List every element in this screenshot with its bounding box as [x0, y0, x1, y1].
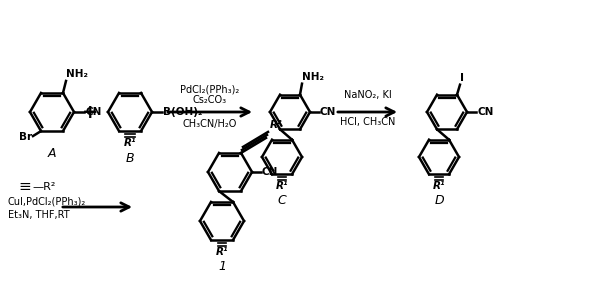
Text: +: +	[82, 102, 98, 121]
Text: Et₃N, THF,RT: Et₃N, THF,RT	[8, 210, 70, 220]
Text: R¹: R¹	[433, 181, 445, 191]
Text: I: I	[460, 73, 464, 83]
Text: 1: 1	[218, 260, 226, 273]
Text: CN: CN	[320, 107, 337, 117]
Text: NH₂: NH₂	[302, 72, 324, 82]
Text: PdCl₂(PPh₃)₂: PdCl₂(PPh₃)₂	[181, 84, 239, 94]
Text: R¹: R¹	[216, 247, 228, 257]
Text: —R²: —R²	[32, 182, 55, 192]
Text: CN: CN	[85, 107, 101, 117]
Text: NH₂: NH₂	[66, 69, 88, 79]
Text: R¹: R¹	[124, 138, 136, 148]
Text: Br: Br	[19, 132, 32, 142]
Text: D: D	[434, 194, 444, 207]
Text: B: B	[125, 152, 134, 165]
Text: B(OH)₂: B(OH)₂	[163, 107, 203, 117]
Text: R²: R²	[270, 120, 283, 130]
Text: CH₃CN/H₂O: CH₃CN/H₂O	[183, 119, 237, 129]
Text: R¹: R¹	[276, 181, 288, 191]
Text: CuI,PdCl₂(PPh₃)₂: CuI,PdCl₂(PPh₃)₂	[8, 197, 86, 207]
Text: A: A	[48, 147, 56, 160]
Text: HCl, CH₃CN: HCl, CH₃CN	[340, 117, 395, 127]
Text: CN: CN	[262, 167, 278, 177]
Text: CN: CN	[477, 107, 493, 117]
Text: C: C	[278, 194, 286, 207]
Text: Cs₂CO₃: Cs₂CO₃	[193, 95, 227, 105]
Text: ≡: ≡	[18, 179, 31, 195]
Text: NaNO₂, KI: NaNO₂, KI	[344, 90, 391, 100]
